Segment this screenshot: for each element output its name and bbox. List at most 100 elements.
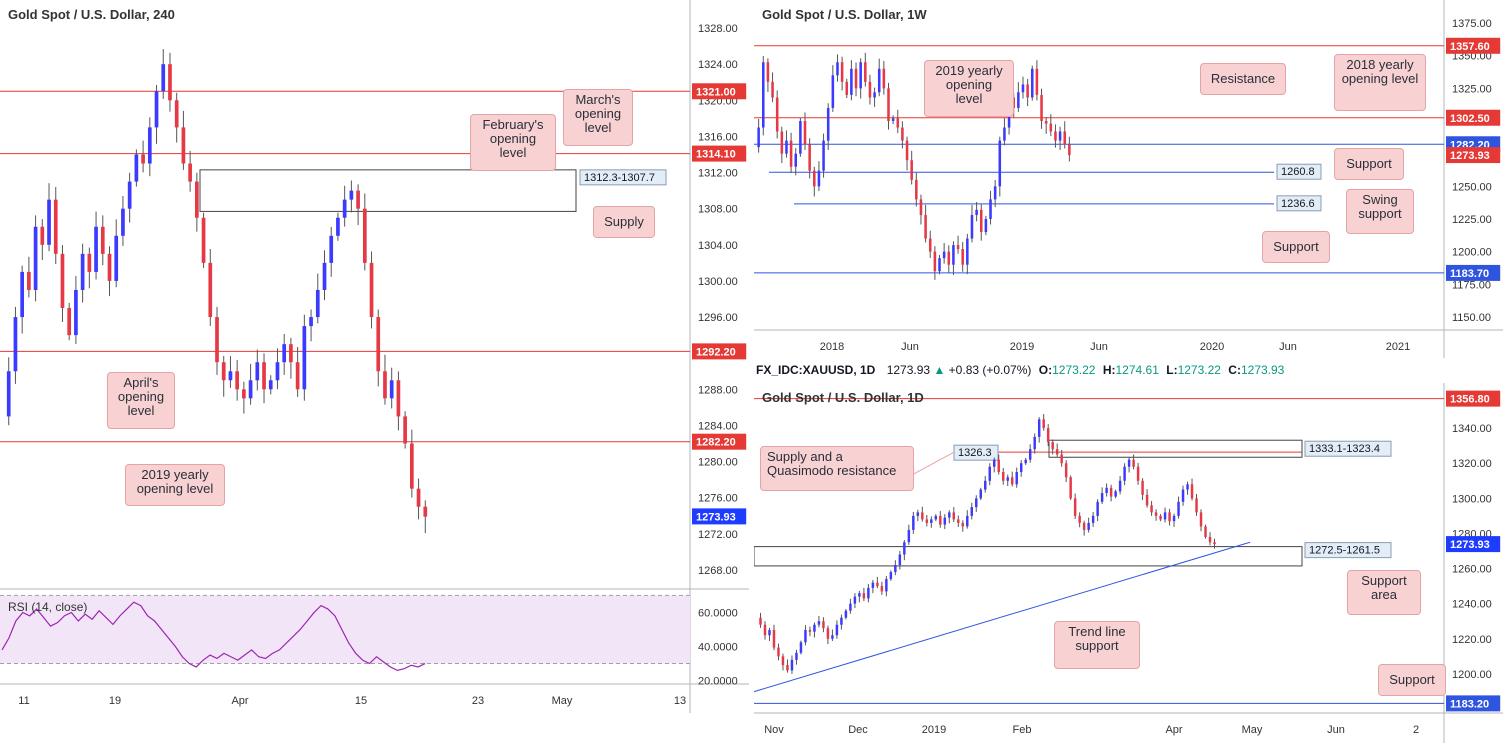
candle-body bbox=[975, 498, 978, 508]
candle-body bbox=[910, 160, 913, 180]
callout-february-opening: February's opening level bbox=[470, 114, 556, 171]
close-value: 1273.93 bbox=[1240, 363, 1285, 377]
candle-body bbox=[33, 226, 38, 290]
candle-body bbox=[1186, 484, 1189, 490]
time-tick: Jun bbox=[1327, 724, 1345, 736]
candle-body bbox=[808, 144, 811, 171]
price-tick: 1240.00 bbox=[1452, 599, 1492, 611]
candle-body bbox=[903, 542, 906, 555]
candle-body bbox=[867, 587, 870, 599]
candle-body bbox=[336, 217, 340, 236]
candle-body bbox=[781, 656, 785, 666]
candle-body bbox=[349, 190, 354, 200]
price-tick: 1280.00 bbox=[698, 457, 738, 469]
up-arrow-icon: ▲ bbox=[933, 363, 946, 377]
candle-body bbox=[27, 271, 31, 290]
zone-label: 1312.3-1307.7 bbox=[584, 172, 655, 184]
supply-zone-box bbox=[1048, 439, 1303, 458]
candle-body bbox=[836, 62, 839, 76]
candle-body bbox=[295, 362, 300, 390]
candle-body bbox=[912, 515, 915, 530]
callout-2019-yearly: 2019 yearly opening level bbox=[924, 60, 1014, 117]
candle-body bbox=[1069, 477, 1072, 499]
candle-body bbox=[975, 209, 978, 216]
price-tick: 1300.00 bbox=[698, 276, 738, 288]
price-tick: 1304.00 bbox=[698, 240, 738, 252]
candle-body bbox=[1060, 454, 1063, 464]
candle-body bbox=[53, 199, 58, 254]
candle-body bbox=[831, 635, 834, 639]
candle-body bbox=[924, 215, 927, 239]
open-value: 1273.22 bbox=[1052, 363, 1096, 377]
level-tag-bg bbox=[692, 433, 747, 450]
candle-body bbox=[970, 215, 974, 239]
chart-4h[interactable]: 1328.001324.001320.001316.001312.001308.… bbox=[0, 0, 749, 713]
candle-body bbox=[1033, 436, 1036, 450]
candle-body bbox=[1091, 515, 1095, 523]
candle-body bbox=[1123, 466, 1126, 481]
candle-body bbox=[1026, 84, 1029, 98]
candle-body bbox=[768, 630, 771, 636]
price-tick: 1175.00 bbox=[1452, 279, 1491, 291]
candle-body bbox=[813, 170, 816, 187]
price-tick: 1375.00 bbox=[1452, 18, 1492, 30]
candle-body bbox=[1001, 472, 1005, 481]
candle-body bbox=[952, 245, 955, 265]
candle-body bbox=[984, 218, 988, 233]
chart-weekly[interactable]: 1375.001350.001325.001300.001275.001250.… bbox=[754, 0, 1503, 358]
candle-body bbox=[1159, 515, 1162, 520]
candle-body bbox=[882, 68, 886, 89]
candle-body bbox=[329, 235, 334, 263]
chart-daily-panel[interactable]: Gold Spot / U.S. Dollar, 1D 1340.00 1320.… bbox=[754, 383, 1503, 743]
candle-body bbox=[309, 317, 313, 327]
callout-resistance: Resistance bbox=[1200, 63, 1286, 95]
candle-body bbox=[1208, 536, 1212, 543]
candle-body bbox=[966, 515, 969, 527]
candle-body bbox=[13, 317, 18, 372]
candle-body bbox=[1105, 487, 1108, 494]
chart-daily[interactable]: 1340.001320.001300.001280.001260.001240.… bbox=[754, 383, 1503, 743]
candle-body bbox=[362, 208, 367, 263]
candle-body bbox=[389, 380, 394, 399]
rsi-tick: 40.0000 bbox=[698, 642, 738, 654]
candle-body bbox=[1127, 459, 1131, 467]
chart-4h-panel[interactable]: Gold Spot / U.S. Dollar, 240 1328.00 1324… bbox=[0, 0, 749, 713]
candle-body bbox=[1064, 463, 1068, 478]
candle-body bbox=[850, 68, 853, 95]
candle-body bbox=[416, 488, 421, 507]
candle-body bbox=[255, 362, 260, 381]
support-label-bg bbox=[1276, 195, 1322, 212]
candle-body bbox=[1028, 449, 1032, 460]
price-tick: 1288.00 bbox=[698, 384, 738, 396]
candle-body bbox=[849, 603, 852, 611]
candle-body bbox=[409, 443, 414, 489]
candle-body bbox=[1037, 419, 1041, 437]
candle-body bbox=[282, 344, 287, 363]
candle-body bbox=[161, 64, 166, 92]
candle-body bbox=[369, 262, 374, 318]
candle-body bbox=[1114, 491, 1117, 497]
level-tag-bg bbox=[1446, 109, 1501, 126]
current-price-tag-bg bbox=[1446, 536, 1501, 553]
callout-support-area: Support area bbox=[1347, 570, 1421, 615]
support-label-bg bbox=[1276, 163, 1322, 180]
candle-body bbox=[942, 251, 946, 259]
time-tick: 2018 bbox=[820, 341, 844, 353]
candle-body bbox=[989, 199, 992, 219]
candle-body bbox=[780, 131, 784, 154]
candle-body bbox=[87, 253, 92, 272]
price-tick: 1225.00 bbox=[1452, 214, 1492, 226]
candle-body bbox=[957, 519, 960, 523]
current-price-tag: 1273.93 bbox=[1450, 539, 1490, 551]
candle-body bbox=[993, 459, 996, 467]
chart-weekly-panel[interactable]: Gold Spot / U.S. Dollar, 1W 1375.00 1350.… bbox=[754, 0, 1503, 358]
level-tag-bg bbox=[692, 145, 747, 162]
callout-april-opening: April's opening level bbox=[107, 372, 175, 429]
candle-body bbox=[94, 226, 98, 272]
candle-body bbox=[786, 665, 789, 671]
candle-body bbox=[762, 62, 765, 128]
zone-label-bg bbox=[1304, 440, 1392, 457]
price-tick: 1308.00 bbox=[698, 204, 738, 216]
candle-body bbox=[919, 199, 923, 216]
candle-body bbox=[201, 217, 206, 263]
